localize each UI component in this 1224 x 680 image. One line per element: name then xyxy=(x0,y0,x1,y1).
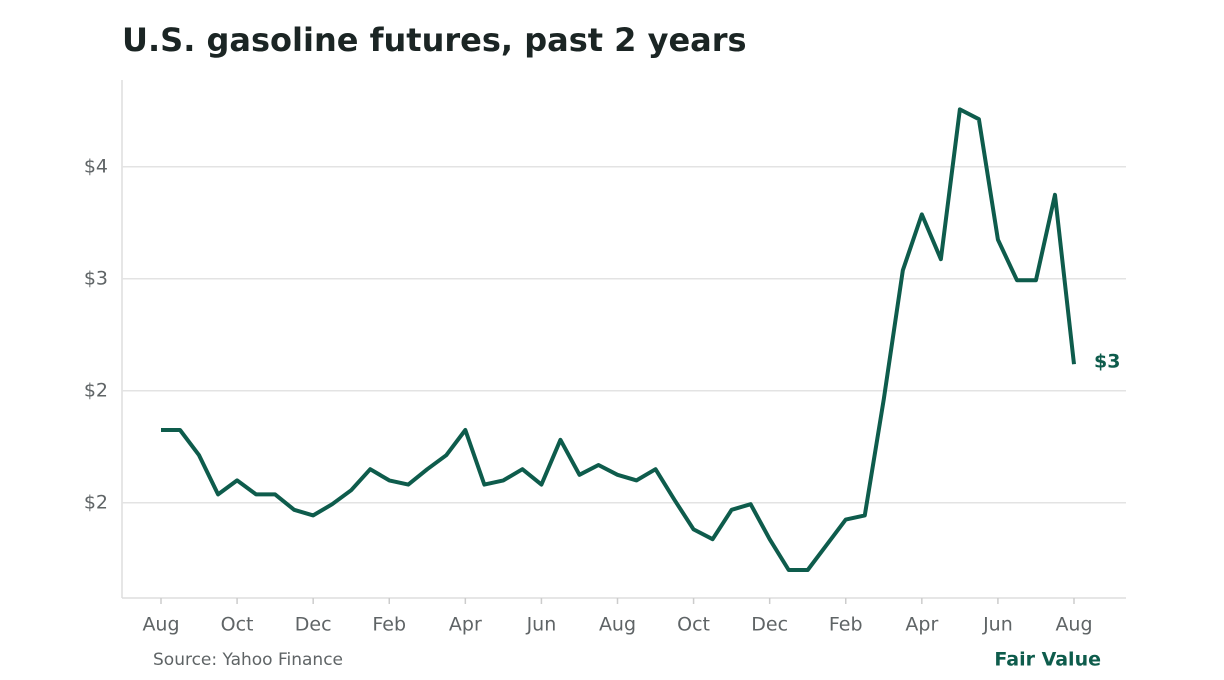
x-tick-label: Feb xyxy=(829,614,863,636)
x-tick-label: Apr xyxy=(449,614,482,636)
y-tick-label: $3 xyxy=(84,267,108,289)
y-tick-label: $4 xyxy=(84,155,108,177)
end-label: $3 xyxy=(1094,351,1120,373)
source: Source: Yahoo Finance xyxy=(153,650,343,670)
x-tick-label: Aug xyxy=(1055,614,1092,636)
x-tick-label: Dec xyxy=(295,614,332,636)
price-line xyxy=(161,107,1076,572)
chart-title: U.S. gasoline futures, past 2 years xyxy=(122,21,747,59)
x-tick-label: Jun xyxy=(982,614,1013,636)
brand: Fair Value xyxy=(994,649,1101,671)
y-tick-label: $2 xyxy=(84,491,108,513)
x-tick-label: Apr xyxy=(905,614,938,636)
y-tick-label: $2 xyxy=(84,379,108,401)
x-tick-label: Dec xyxy=(751,614,788,636)
x-tick-label: Oct xyxy=(221,614,254,636)
x-tick-label: Oct xyxy=(677,614,710,636)
x-tick-label: Jun xyxy=(526,614,557,636)
x-tick-label: Aug xyxy=(599,614,636,636)
x-tick-label: Feb xyxy=(372,614,406,636)
x-tick-label: Aug xyxy=(142,614,179,636)
